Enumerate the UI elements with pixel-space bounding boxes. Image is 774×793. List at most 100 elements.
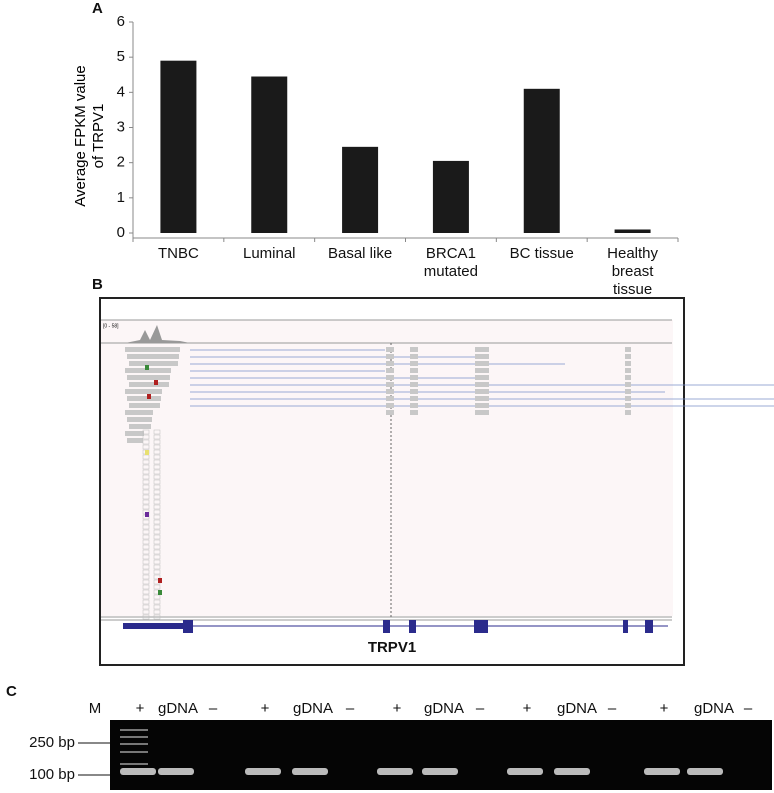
read bbox=[142, 499, 150, 505]
y-tick-label: 5 bbox=[117, 48, 125, 65]
read bbox=[410, 368, 418, 373]
read bbox=[386, 382, 394, 387]
y-tick-label: 0 bbox=[117, 224, 125, 241]
read bbox=[153, 574, 161, 580]
read bbox=[142, 584, 150, 590]
read bbox=[153, 439, 161, 445]
x-tick-label: Basal like bbox=[327, 245, 393, 262]
read bbox=[153, 549, 161, 555]
read bbox=[127, 438, 143, 443]
read bbox=[142, 479, 150, 485]
read bbox=[142, 564, 150, 570]
read bbox=[410, 361, 418, 366]
y-tick-label: 3 bbox=[117, 118, 125, 135]
read bbox=[153, 469, 161, 475]
lane-label: + bbox=[136, 700, 145, 717]
read bbox=[153, 524, 161, 530]
read bbox=[475, 403, 489, 408]
read bbox=[625, 361, 631, 366]
read bbox=[153, 484, 161, 490]
read bbox=[142, 484, 150, 490]
gel-bands bbox=[120, 729, 723, 775]
read bbox=[142, 519, 150, 525]
read bbox=[153, 459, 161, 465]
mismatch bbox=[158, 590, 162, 595]
igv-reads bbox=[125, 347, 774, 620]
y-axis-label: Average FPKM value of TRPV1 bbox=[72, 65, 107, 207]
read bbox=[153, 429, 161, 435]
marker-label: 250 bp bbox=[29, 734, 75, 751]
exon bbox=[123, 623, 183, 629]
read bbox=[142, 469, 150, 475]
read bbox=[153, 494, 161, 500]
read bbox=[153, 594, 161, 600]
read bbox=[386, 354, 394, 359]
mismatch bbox=[154, 380, 158, 385]
read bbox=[625, 410, 631, 415]
read bbox=[153, 489, 161, 495]
read bbox=[129, 361, 178, 366]
read bbox=[127, 417, 152, 422]
read bbox=[127, 396, 161, 401]
read bbox=[386, 368, 394, 373]
read bbox=[475, 389, 489, 394]
read bbox=[129, 424, 151, 429]
read bbox=[142, 569, 150, 575]
igv-range: [0 - 58] bbox=[103, 323, 119, 329]
pcr-band bbox=[554, 768, 590, 775]
read bbox=[142, 579, 150, 585]
read bbox=[142, 429, 150, 435]
read bbox=[625, 354, 631, 359]
pcr-band bbox=[422, 768, 458, 775]
read bbox=[386, 389, 394, 394]
read bbox=[142, 539, 150, 545]
read bbox=[153, 599, 161, 605]
read bbox=[625, 368, 631, 373]
read bbox=[153, 499, 161, 505]
lane-label: gDNA bbox=[694, 700, 734, 717]
read bbox=[153, 609, 161, 615]
read bbox=[410, 396, 418, 401]
read bbox=[129, 382, 169, 387]
x-tick-label: BRCA1 mutated bbox=[423, 245, 478, 280]
read bbox=[475, 410, 489, 415]
read bbox=[153, 519, 161, 525]
y-tick-label: 4 bbox=[117, 83, 125, 100]
read bbox=[386, 403, 394, 408]
read bbox=[153, 504, 161, 510]
read bbox=[153, 569, 161, 575]
x-tick-label: Luminal bbox=[242, 245, 296, 262]
lane-label: gDNA bbox=[557, 700, 597, 717]
read bbox=[142, 599, 150, 605]
lane-label: – bbox=[476, 700, 485, 717]
lane-label: + bbox=[660, 700, 669, 717]
lane-label: gDNA bbox=[424, 700, 464, 717]
bar bbox=[251, 76, 288, 233]
read bbox=[142, 464, 150, 470]
x-tick-label: TNBC bbox=[157, 245, 199, 262]
read bbox=[142, 494, 150, 500]
read bbox=[153, 564, 161, 570]
x-tick-label: BC tissue bbox=[509, 245, 574, 262]
read bbox=[127, 375, 170, 380]
y-tick-label: 2 bbox=[117, 154, 125, 171]
read bbox=[625, 389, 631, 394]
read bbox=[625, 375, 631, 380]
read bbox=[142, 524, 150, 530]
read bbox=[142, 559, 150, 565]
lane-label: + bbox=[523, 700, 532, 717]
read bbox=[625, 382, 631, 387]
bar bbox=[614, 229, 651, 233]
read bbox=[153, 434, 161, 440]
read bbox=[125, 389, 162, 394]
gene-exons bbox=[123, 620, 653, 633]
marker-label: 100 bp bbox=[29, 766, 75, 783]
read bbox=[125, 368, 171, 373]
read bbox=[625, 403, 631, 408]
read bbox=[410, 403, 418, 408]
read bbox=[475, 361, 489, 366]
read bbox=[153, 604, 161, 610]
read bbox=[475, 382, 489, 387]
read bbox=[475, 375, 489, 380]
bar bbox=[523, 88, 560, 233]
